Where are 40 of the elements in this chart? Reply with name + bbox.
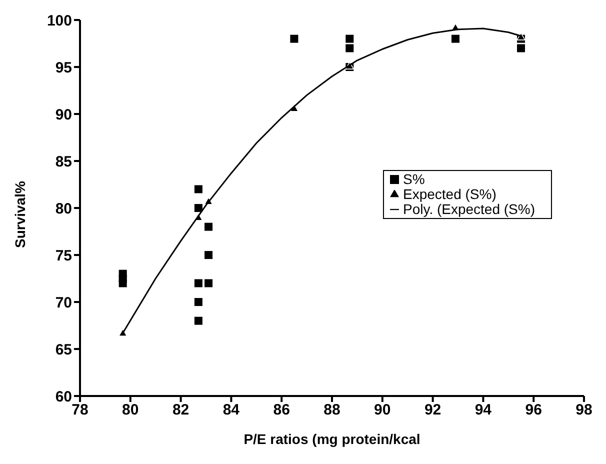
point [194, 279, 202, 288]
y-tick-label: 85 [55, 153, 72, 170]
x-tick-label: 84 [222, 402, 240, 419]
legend-label: S% [403, 171, 425, 187]
x-tick-label: 88 [324, 402, 340, 419]
x-tick-label: 80 [122, 402, 139, 419]
x-tick-label: 82 [172, 402, 190, 419]
x-tick-label: 98 [576, 402, 592, 419]
y-tick-label: 75 [55, 247, 72, 264]
legend-label: Expected (S%) [403, 186, 496, 202]
x-tick-label: 96 [525, 402, 542, 419]
y-tick-label: 90 [55, 106, 72, 124]
point [118, 279, 127, 288]
x-tick-label: 90 [374, 402, 391, 419]
y-tick-label: 95 [55, 59, 72, 76]
point [194, 204, 202, 212]
point [346, 44, 354, 52]
x-axis-title: P/E ratios (mg protein/kcal [244, 430, 420, 447]
point [194, 298, 202, 306]
point [346, 34, 354, 43]
x-tick-label: 78 [72, 402, 88, 419]
x-tick-label: 86 [273, 402, 290, 419]
point [290, 34, 298, 43]
point [451, 34, 460, 43]
point [204, 222, 213, 231]
y-tick-label: 80 [55, 200, 72, 218]
x-tick-label: 94 [474, 402, 492, 419]
y-tick-label: 100 [46, 12, 72, 30]
y-tick-label: 70 [55, 294, 72, 312]
y-tick-label: 65 [55, 341, 72, 358]
point [194, 316, 202, 325]
point [194, 185, 202, 194]
x-tick-label: 92 [424, 402, 442, 419]
point [204, 279, 213, 288]
legend-label: Poly. (Expected (S%) [403, 201, 536, 217]
y-tick-label: 60 [55, 388, 72, 406]
y-axis-title: Survival% [12, 180, 28, 248]
point [516, 32, 526, 40]
point [204, 251, 213, 259]
point [517, 44, 525, 52]
